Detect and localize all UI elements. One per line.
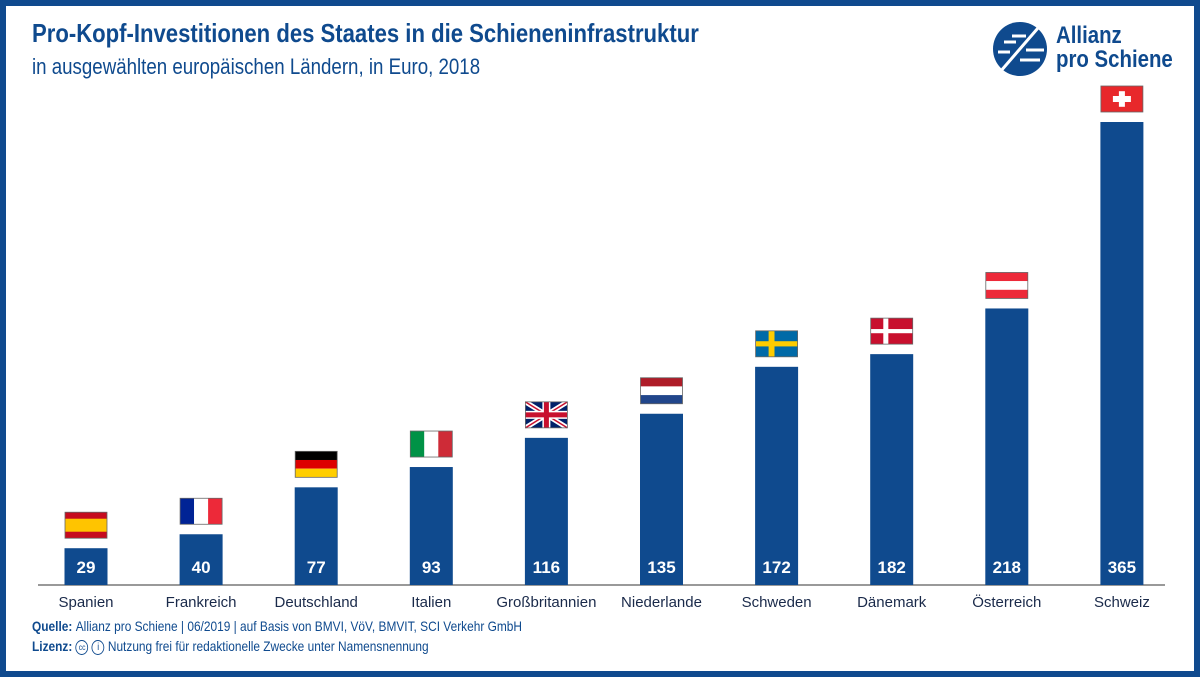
category-label: Frankreich <box>166 594 237 611</box>
value-label: 135 <box>647 558 675 577</box>
bar-Frankreich <box>179 534 223 585</box>
by-attribution-icon: i <box>91 639 105 655</box>
flag-gb-icon <box>524 399 569 430</box>
flag-de-icon <box>294 450 338 478</box>
logo-line1: Allianz <box>1056 22 1122 49</box>
value-label: 116 <box>533 558 560 577</box>
bar-Deutschland <box>294 487 338 585</box>
license-text: Nutzung frei für redaktionelle Zwecke un… <box>107 638 429 654</box>
bar-Schweiz <box>1100 122 1144 585</box>
logo-line2: pro Schiene <box>1056 46 1173 73</box>
value-label: 218 <box>993 558 1021 577</box>
value-label: 29 <box>77 558 96 577</box>
category-label: Deutschland <box>275 594 358 611</box>
chart-title: Pro-Kopf-Investitionen des Staates in di… <box>32 18 699 48</box>
chart-subtitle: in ausgewählten europäischen Ländern, in… <box>32 54 481 79</box>
category-label: Niederlande <box>621 594 702 611</box>
flag-at-icon <box>985 272 1029 299</box>
bar-Niederlande <box>640 413 683 585</box>
category-label: Österreich <box>972 593 1041 611</box>
flag-dk-icon <box>870 317 914 345</box>
category-label: Schweiz <box>1094 594 1150 611</box>
value-label: 40 <box>192 558 211 577</box>
allianz-logo-icon <box>993 22 1047 76</box>
source-label: Quelle: <box>32 618 73 634</box>
flag-it-icon <box>409 430 453 458</box>
value-label: 172 <box>762 558 790 577</box>
category-label: Italien <box>411 594 451 611</box>
value-label: 77 <box>307 558 326 577</box>
logo-text: Allianz pro Schiene <box>1056 24 1173 72</box>
value-label: 365 <box>1108 558 1136 577</box>
license-label: Lizenz: <box>32 638 73 654</box>
category-label: Dänemark <box>857 594 927 611</box>
source-text: Allianz pro Schiene | 06/2019 | auf Basi… <box>75 618 523 634</box>
bar-Österreich <box>985 308 1029 585</box>
flag-se-icon <box>755 330 798 358</box>
bar-Großbritannien <box>524 437 568 585</box>
bar-Dänemark <box>870 354 914 585</box>
bar-Schweden <box>755 366 799 585</box>
flag-ch-icon <box>1100 85 1144 113</box>
value-label: 93 <box>422 558 441 577</box>
flag-es-icon <box>64 511 108 539</box>
cc-icon: cc <box>75 639 89 655</box>
flag-fr-icon <box>179 497 223 525</box>
bar-Spanien <box>64 548 108 585</box>
value-label: 182 <box>878 558 906 577</box>
flag-nl-icon <box>640 377 683 405</box>
license-line: Lizenz: cc i Nutzung frei für redaktionel… <box>32 638 429 655</box>
category-label: Schweden <box>742 594 812 611</box>
source-line: Quelle: Allianz pro Schiene | 06/2019 | a… <box>32 618 522 634</box>
bar-Italien <box>409 467 453 585</box>
category-label: Spanien <box>58 594 113 611</box>
category-label: Großbritannien <box>496 594 596 611</box>
